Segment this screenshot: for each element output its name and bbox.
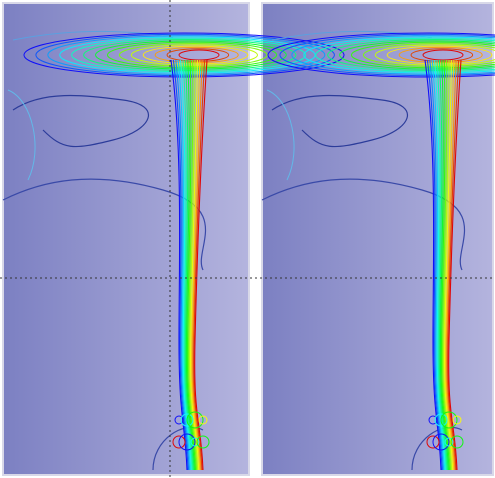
contour-screenshot	[0, 0, 495, 478]
